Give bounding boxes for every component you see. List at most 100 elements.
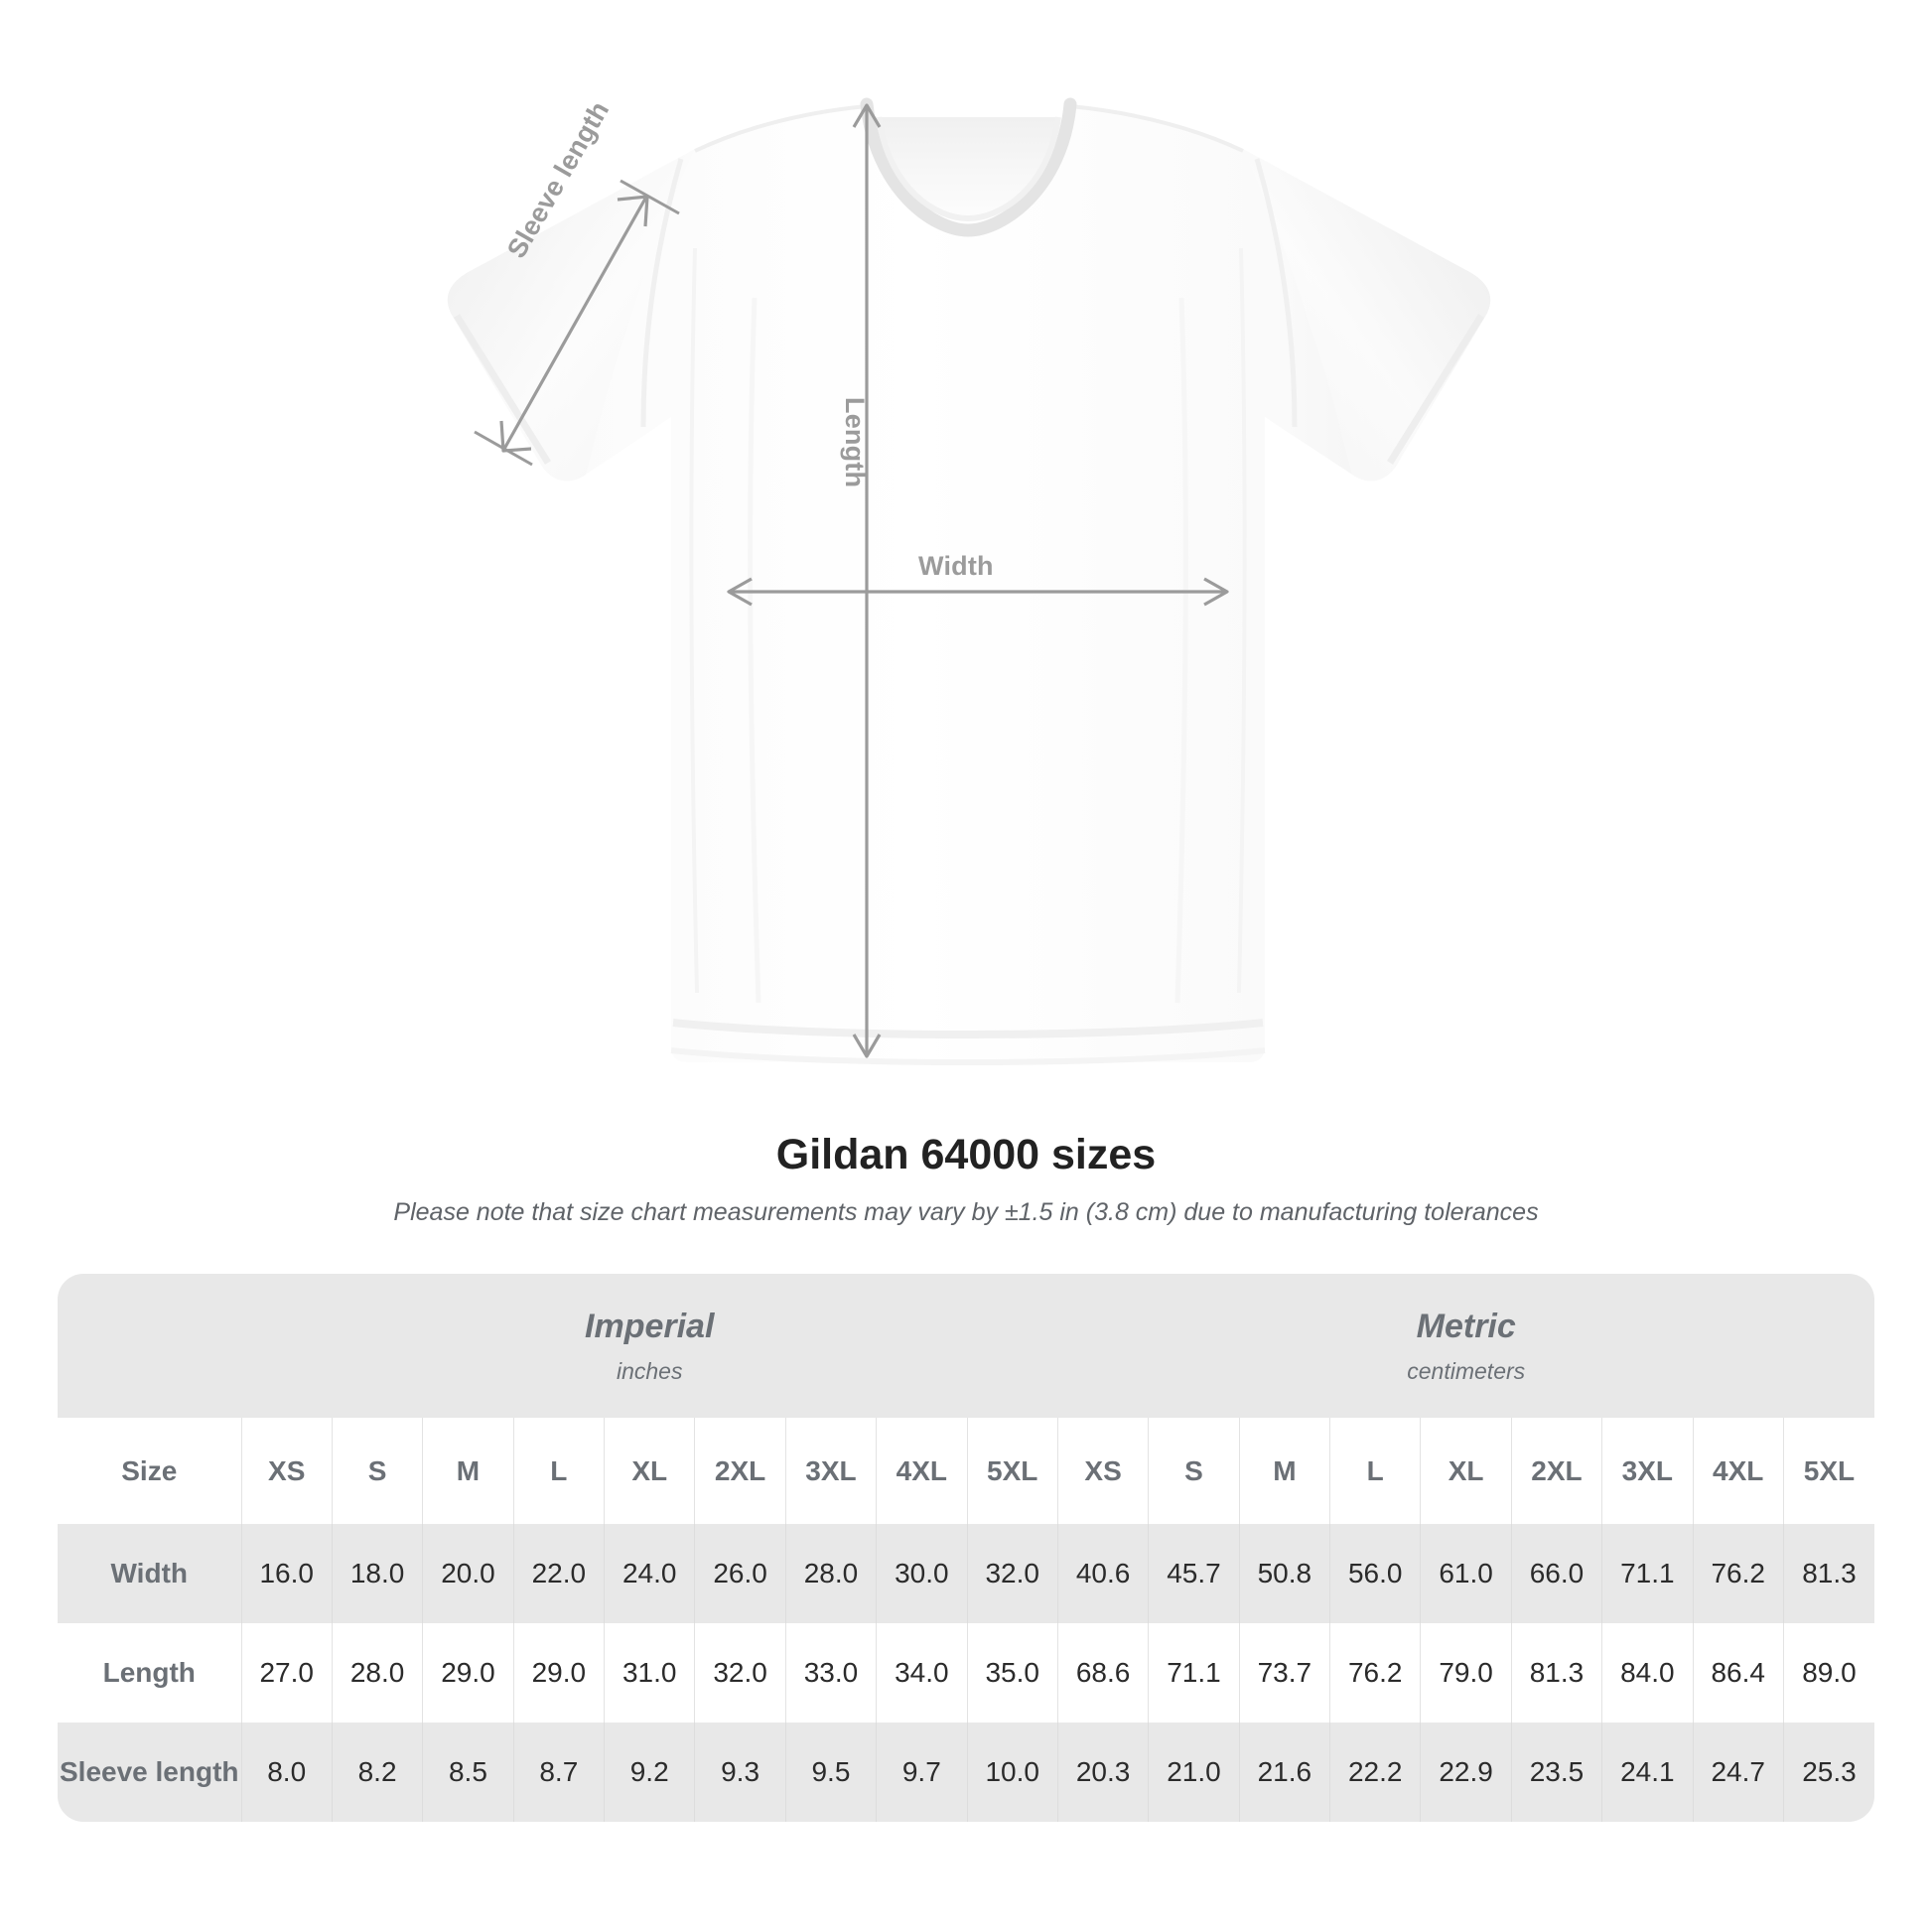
size-header-text: 2XL: [714, 1454, 766, 1486]
size-header-cell: S: [331, 1418, 423, 1524]
measurement-cell: 81.3: [1510, 1623, 1602, 1723]
page-title: Gildan 64000 sizes: [775, 1131, 1157, 1178]
measurement-cell: 21.0: [1148, 1723, 1240, 1822]
table-row: Sleeve length 8.0 8.2 8.5 8.7 9.2 9.3 9.5 9.7 10.…: [58, 1723, 1874, 1822]
measurement-cell: 71.1: [1601, 1524, 1694, 1623]
measurement-cell: 29.0: [512, 1623, 605, 1723]
size-header-text: M: [1273, 1454, 1297, 1486]
measurement-cell: 10.0: [966, 1723, 1058, 1822]
size-header-cell: L: [512, 1418, 605, 1524]
tshirt-diagram: Sleeve length Length Width: [447, 96, 1491, 1065]
size-header-text: S: [367, 1454, 387, 1486]
measurement-cell: 68.6: [1056, 1623, 1149, 1723]
measurement-cell: 21.6: [1238, 1723, 1330, 1822]
size-header-cell: M: [422, 1418, 514, 1524]
size-header-cell: XS: [1056, 1418, 1149, 1524]
measurement-cell: 45.7: [1148, 1524, 1240, 1623]
measurement-cell: 84.0: [1601, 1623, 1694, 1723]
width-arrow: [727, 577, 1229, 607]
unit-group-metric: Metric centimeters: [1057, 1274, 1874, 1418]
size-header-row: Size XS S M L XL 2XL 3XL 4XL 5XL XS S M L XL 2XL 3XL 4XL…: [58, 1418, 1874, 1524]
measurement-cell: 56.0: [1329, 1524, 1421, 1623]
size-header-cell: XS: [240, 1418, 333, 1524]
unit-group-imperial-unit: inches: [616, 1357, 683, 1384]
unit-group-metric-unit: centimeters: [1407, 1357, 1526, 1384]
measurement-cell: 9.7: [876, 1723, 968, 1822]
size-header-cell: 4XL: [876, 1418, 968, 1524]
size-header-cell: M: [1238, 1418, 1330, 1524]
measurement-cell: 73.7: [1238, 1623, 1330, 1723]
measurement-cell: 16.0: [240, 1524, 333, 1623]
measurement-cell: 71.1: [1148, 1623, 1240, 1723]
table-row: Width 16.0 18.0 20.0 22.0 24.0 26.0 28.0 30.0 32.…: [58, 1524, 1874, 1623]
size-chart-table: Imperial inches Metric centimeters Size …: [58, 1274, 1874, 1822]
unit-spacer-cell: [58, 1274, 242, 1418]
size-header-text: S: [1184, 1454, 1203, 1486]
size-header-cell: L: [1329, 1418, 1421, 1524]
size-header-text: 2XL: [1531, 1454, 1583, 1486]
measurement-cell: 28.0: [331, 1623, 423, 1723]
size-header-text: 3XL: [805, 1454, 857, 1486]
row-label-cell: Width: [58, 1524, 242, 1623]
size-header-text: L: [550, 1454, 568, 1486]
unit-group-metric-name: Metric: [1416, 1307, 1516, 1345]
row-label-cell: Length: [58, 1623, 242, 1723]
size-header-text: XS: [268, 1454, 306, 1486]
measurement-cell: 31.0: [604, 1623, 695, 1723]
measurement-cell: 24.0: [604, 1524, 695, 1623]
measurement-cell: 29.0: [422, 1623, 514, 1723]
measurement-cell: 33.0: [784, 1623, 877, 1723]
unit-group-header-row: Imperial inches Metric centimeters: [58, 1274, 1874, 1418]
size-header-text: XL: [1448, 1454, 1484, 1486]
measurement-cell: 30.0: [876, 1524, 968, 1623]
measurement-cell: 26.0: [694, 1524, 786, 1623]
measurement-cell: 8.7: [512, 1723, 605, 1822]
chart-title-block: Gildan 64000 sizes Please note that size…: [0, 1131, 1932, 1227]
size-header-cell: 4XL: [1692, 1418, 1784, 1524]
size-header-cell: XL: [604, 1418, 695, 1524]
size-header-cell: 3XL: [1601, 1418, 1694, 1524]
row-label-cell: Sleeve length: [58, 1723, 242, 1822]
measurement-cell: 28.0: [784, 1524, 877, 1623]
measurement-cell: 76.2: [1329, 1623, 1421, 1723]
size-header-text: XS: [1084, 1454, 1122, 1486]
tshirt-illustration-svg: [447, 97, 1491, 1065]
length-label: Length: [840, 397, 870, 488]
tolerance-note: Please note that size chart measurements…: [393, 1198, 1539, 1227]
size-header-cell: XL: [1420, 1418, 1512, 1524]
measurement-cell: 20.3: [1056, 1723, 1149, 1822]
size-header-label: Size: [121, 1454, 178, 1486]
measurement-cell: 40.6: [1056, 1524, 1149, 1623]
size-header-text: 4XL: [1713, 1454, 1764, 1486]
size-header-text: 5XL: [987, 1454, 1038, 1486]
size-header-cell: 5XL: [1782, 1418, 1874, 1524]
size-header-text: L: [1366, 1454, 1384, 1486]
measurement-cell: 18.0: [331, 1524, 423, 1623]
measurement-cell: 61.0: [1420, 1524, 1512, 1623]
measurement-cell: 32.0: [694, 1623, 786, 1723]
measurement-cell: 20.0: [422, 1524, 514, 1623]
measurement-cell: 34.0: [876, 1623, 968, 1723]
measurement-cell: 32.0: [966, 1524, 1058, 1623]
tshirt-body-shape: [447, 97, 1491, 1065]
measurement-cell: 22.0: [512, 1524, 605, 1623]
measurement-cell: 24.7: [1692, 1723, 1784, 1822]
size-header-cell: 2XL: [694, 1418, 786, 1524]
size-header-cell: 5XL: [966, 1418, 1058, 1524]
size-header-cell: S: [1148, 1418, 1240, 1524]
size-header-text: 3XL: [1621, 1454, 1674, 1486]
size-header-cell: 2XL: [1510, 1418, 1602, 1524]
size-chart-table-wrapper: Imperial inches Metric centimeters Size …: [58, 1274, 1874, 1822]
measurement-cell: 25.3: [1782, 1723, 1874, 1822]
size-header-label-cell: Size: [58, 1418, 242, 1524]
measurement-cell: 8.0: [240, 1723, 333, 1822]
size-header-text: 4XL: [896, 1454, 947, 1486]
size-header-cell: 3XL: [784, 1418, 877, 1524]
measurement-cell: 86.4: [1692, 1623, 1784, 1723]
measurement-cell: 66.0: [1510, 1524, 1602, 1623]
size-header-text: XL: [631, 1454, 668, 1486]
measurement-cell: 89.0: [1782, 1623, 1874, 1723]
length-arrow: [852, 103, 882, 1058]
measurement-cell: 50.8: [1238, 1524, 1330, 1623]
measurement-cell: 22.2: [1329, 1723, 1421, 1822]
